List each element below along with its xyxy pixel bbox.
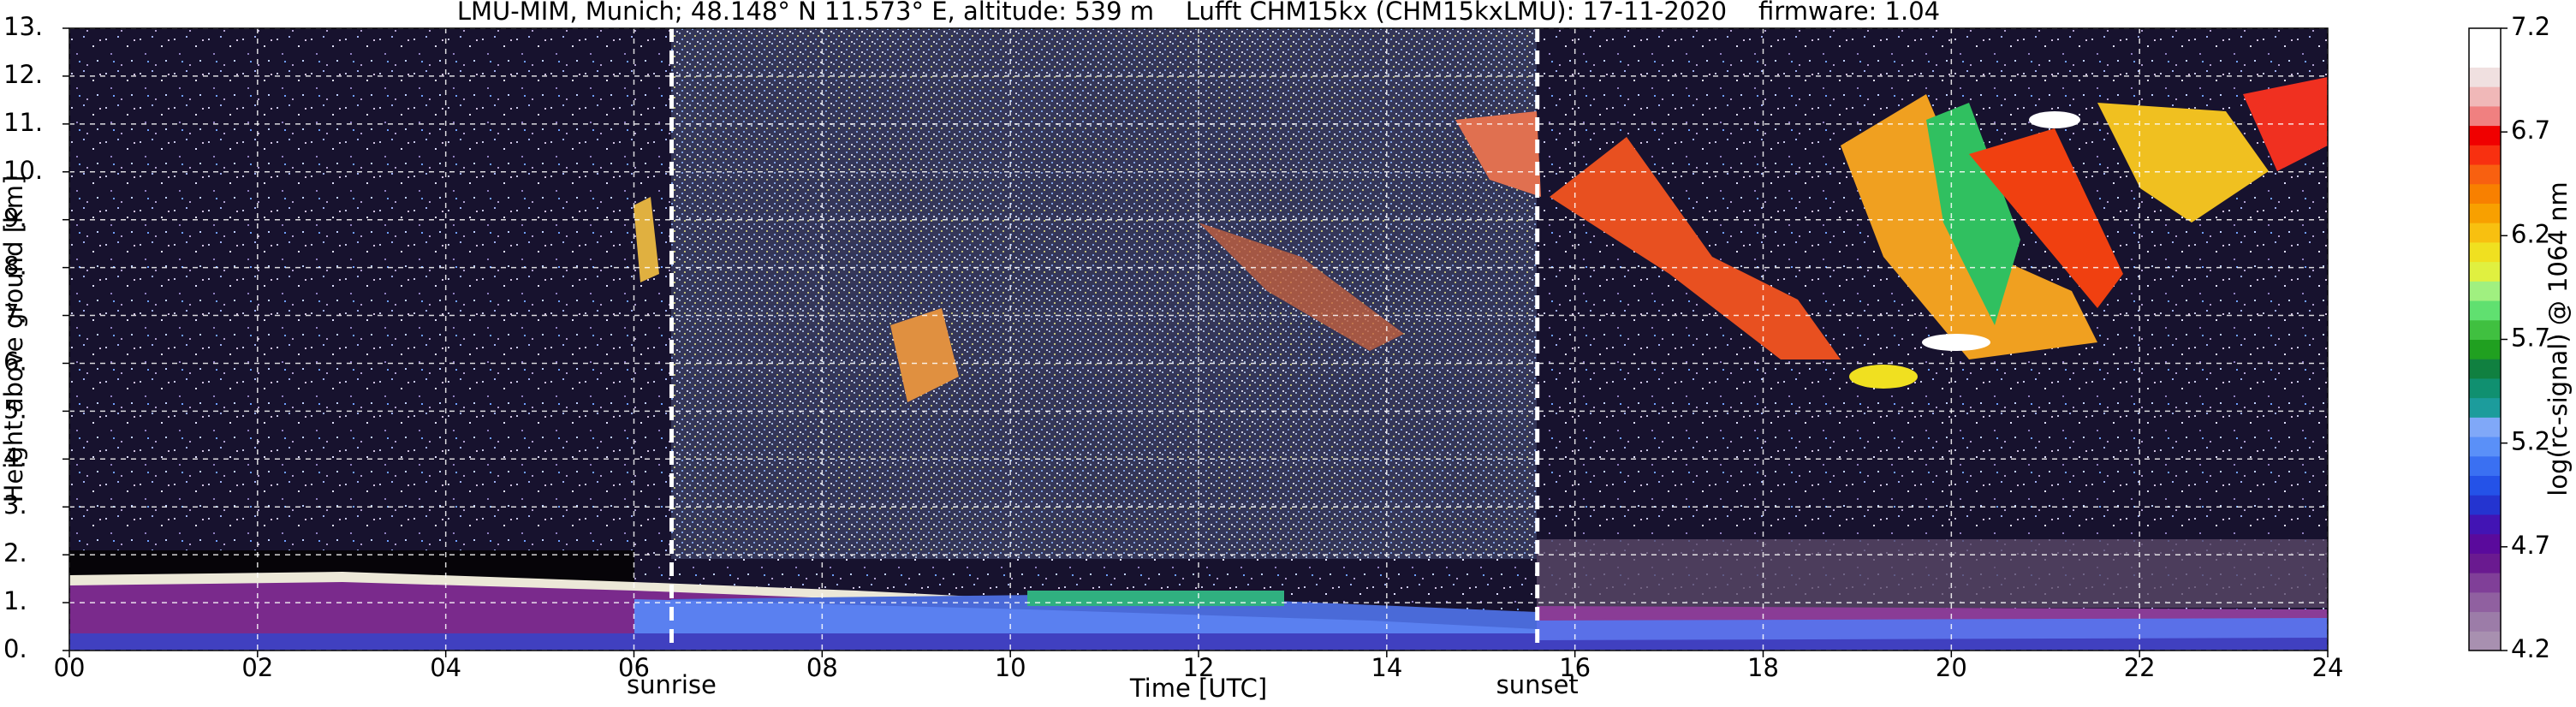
colorbar-segment xyxy=(2469,359,2501,379)
x-tick-label: 10 xyxy=(995,653,1026,682)
colorbar-segment xyxy=(2469,183,2501,204)
colorbar-segment xyxy=(2469,319,2501,340)
colorbar-segment xyxy=(2469,164,2501,185)
colorbar-segment xyxy=(2469,223,2501,243)
colorbar-segment xyxy=(2469,261,2501,282)
colorbar-segment xyxy=(2469,377,2501,399)
colorbar-segment xyxy=(2469,86,2501,107)
colorbar-segment xyxy=(2469,281,2501,301)
colorbar-tick-label: 5.2 xyxy=(2511,427,2550,456)
colorbar-segment xyxy=(2469,475,2501,496)
colorbar-segment xyxy=(2469,300,2501,321)
colorbar-segment xyxy=(2469,591,2501,613)
x-tick-label: 18 xyxy=(1747,653,1779,682)
colorbar-segment xyxy=(2469,533,2501,554)
colorbar-segment xyxy=(2469,455,2501,477)
colorbar-segment xyxy=(2469,514,2501,535)
x-axis-label: Time [UTC] xyxy=(1129,674,1267,703)
colorbar-segment xyxy=(2469,145,2501,165)
y-tick-label: 6. xyxy=(3,347,27,376)
y-tick-label: 12. xyxy=(3,60,43,89)
x-tick-label: 04 xyxy=(430,653,461,682)
y-tick-label: 11. xyxy=(3,108,43,137)
x-tick-label: 16 xyxy=(1559,653,1591,682)
colorbar-tick-label: 4.2 xyxy=(2511,634,2550,663)
colorbar-segment xyxy=(2469,241,2501,263)
x-tick-label: 02 xyxy=(241,653,273,682)
colorbar-segment xyxy=(2469,437,2501,457)
x-tick-label: 00 xyxy=(54,653,86,682)
colorbar-segment xyxy=(2469,125,2501,146)
y-tick-label: 8. xyxy=(3,252,27,281)
annotation-label: sunset xyxy=(1496,670,1579,699)
colorbar-tick-label: 6.7 xyxy=(2511,116,2550,145)
colorbar-segment xyxy=(2469,203,2501,223)
y-tick-label: 3. xyxy=(3,490,27,520)
colorbar-segment xyxy=(2469,573,2501,593)
x-tick-label: 12 xyxy=(1183,653,1215,682)
x-tick-label: 06 xyxy=(618,653,650,682)
colorbar-tick-label: 6.2 xyxy=(2511,219,2550,248)
colorbar-segment xyxy=(2469,67,2501,87)
y-tick-label: 1. xyxy=(3,586,27,615)
y-tick-label: 0. xyxy=(3,634,27,663)
colorbar-segment xyxy=(2469,47,2501,68)
axes: 00 02 04 06 08 10 12 14 16 18 20 22 24 0. 1. 2. 3. 4. 5. 6.… xyxy=(3,12,2550,699)
y-tick-label: 7. xyxy=(3,300,27,329)
y-tick-label: 2. xyxy=(3,538,27,567)
colorbar-segment xyxy=(2469,339,2501,359)
y-tick-label: 10. xyxy=(3,156,43,185)
y-tick-label: 5. xyxy=(3,395,27,424)
colorbar-segment xyxy=(2469,105,2501,127)
annotation-label: sunrise xyxy=(627,670,717,699)
colorbar-label: log(rc-signal) @ 1064 nm xyxy=(2543,181,2573,496)
y-tick-label: 4. xyxy=(3,443,27,472)
colorbar-segment xyxy=(2469,397,2501,418)
x-tick-label: 22 xyxy=(2124,653,2156,682)
colorbar-tick-label: 4.7 xyxy=(2511,531,2550,560)
colorbar-tick-label: 5.7 xyxy=(2511,324,2550,353)
x-tick-label: 24 xyxy=(2312,653,2344,682)
colorbar-segment xyxy=(2469,611,2501,632)
x-tick-label: 20 xyxy=(1936,653,1967,682)
y-tick-label: 9. xyxy=(3,204,27,233)
x-tick-label: 14 xyxy=(1371,653,1402,682)
colorbar-segment xyxy=(2469,553,2501,573)
y-axis-label: Height above ground [km] xyxy=(0,175,28,503)
plot-frame xyxy=(68,27,2329,651)
x-tick-label: 08 xyxy=(806,653,838,682)
chart-title: LMU-MIM, Munich; 48.148° N 11.573° E, al… xyxy=(457,0,1940,26)
y-tick-label: 13. xyxy=(3,12,43,41)
colorbar-segment xyxy=(2469,631,2501,651)
colorbar-segment xyxy=(2469,28,2501,49)
colorbar-tick-label: 7.2 xyxy=(2511,12,2550,41)
colorbar-segment xyxy=(2469,417,2501,437)
colorbar-segment xyxy=(2469,495,2501,515)
